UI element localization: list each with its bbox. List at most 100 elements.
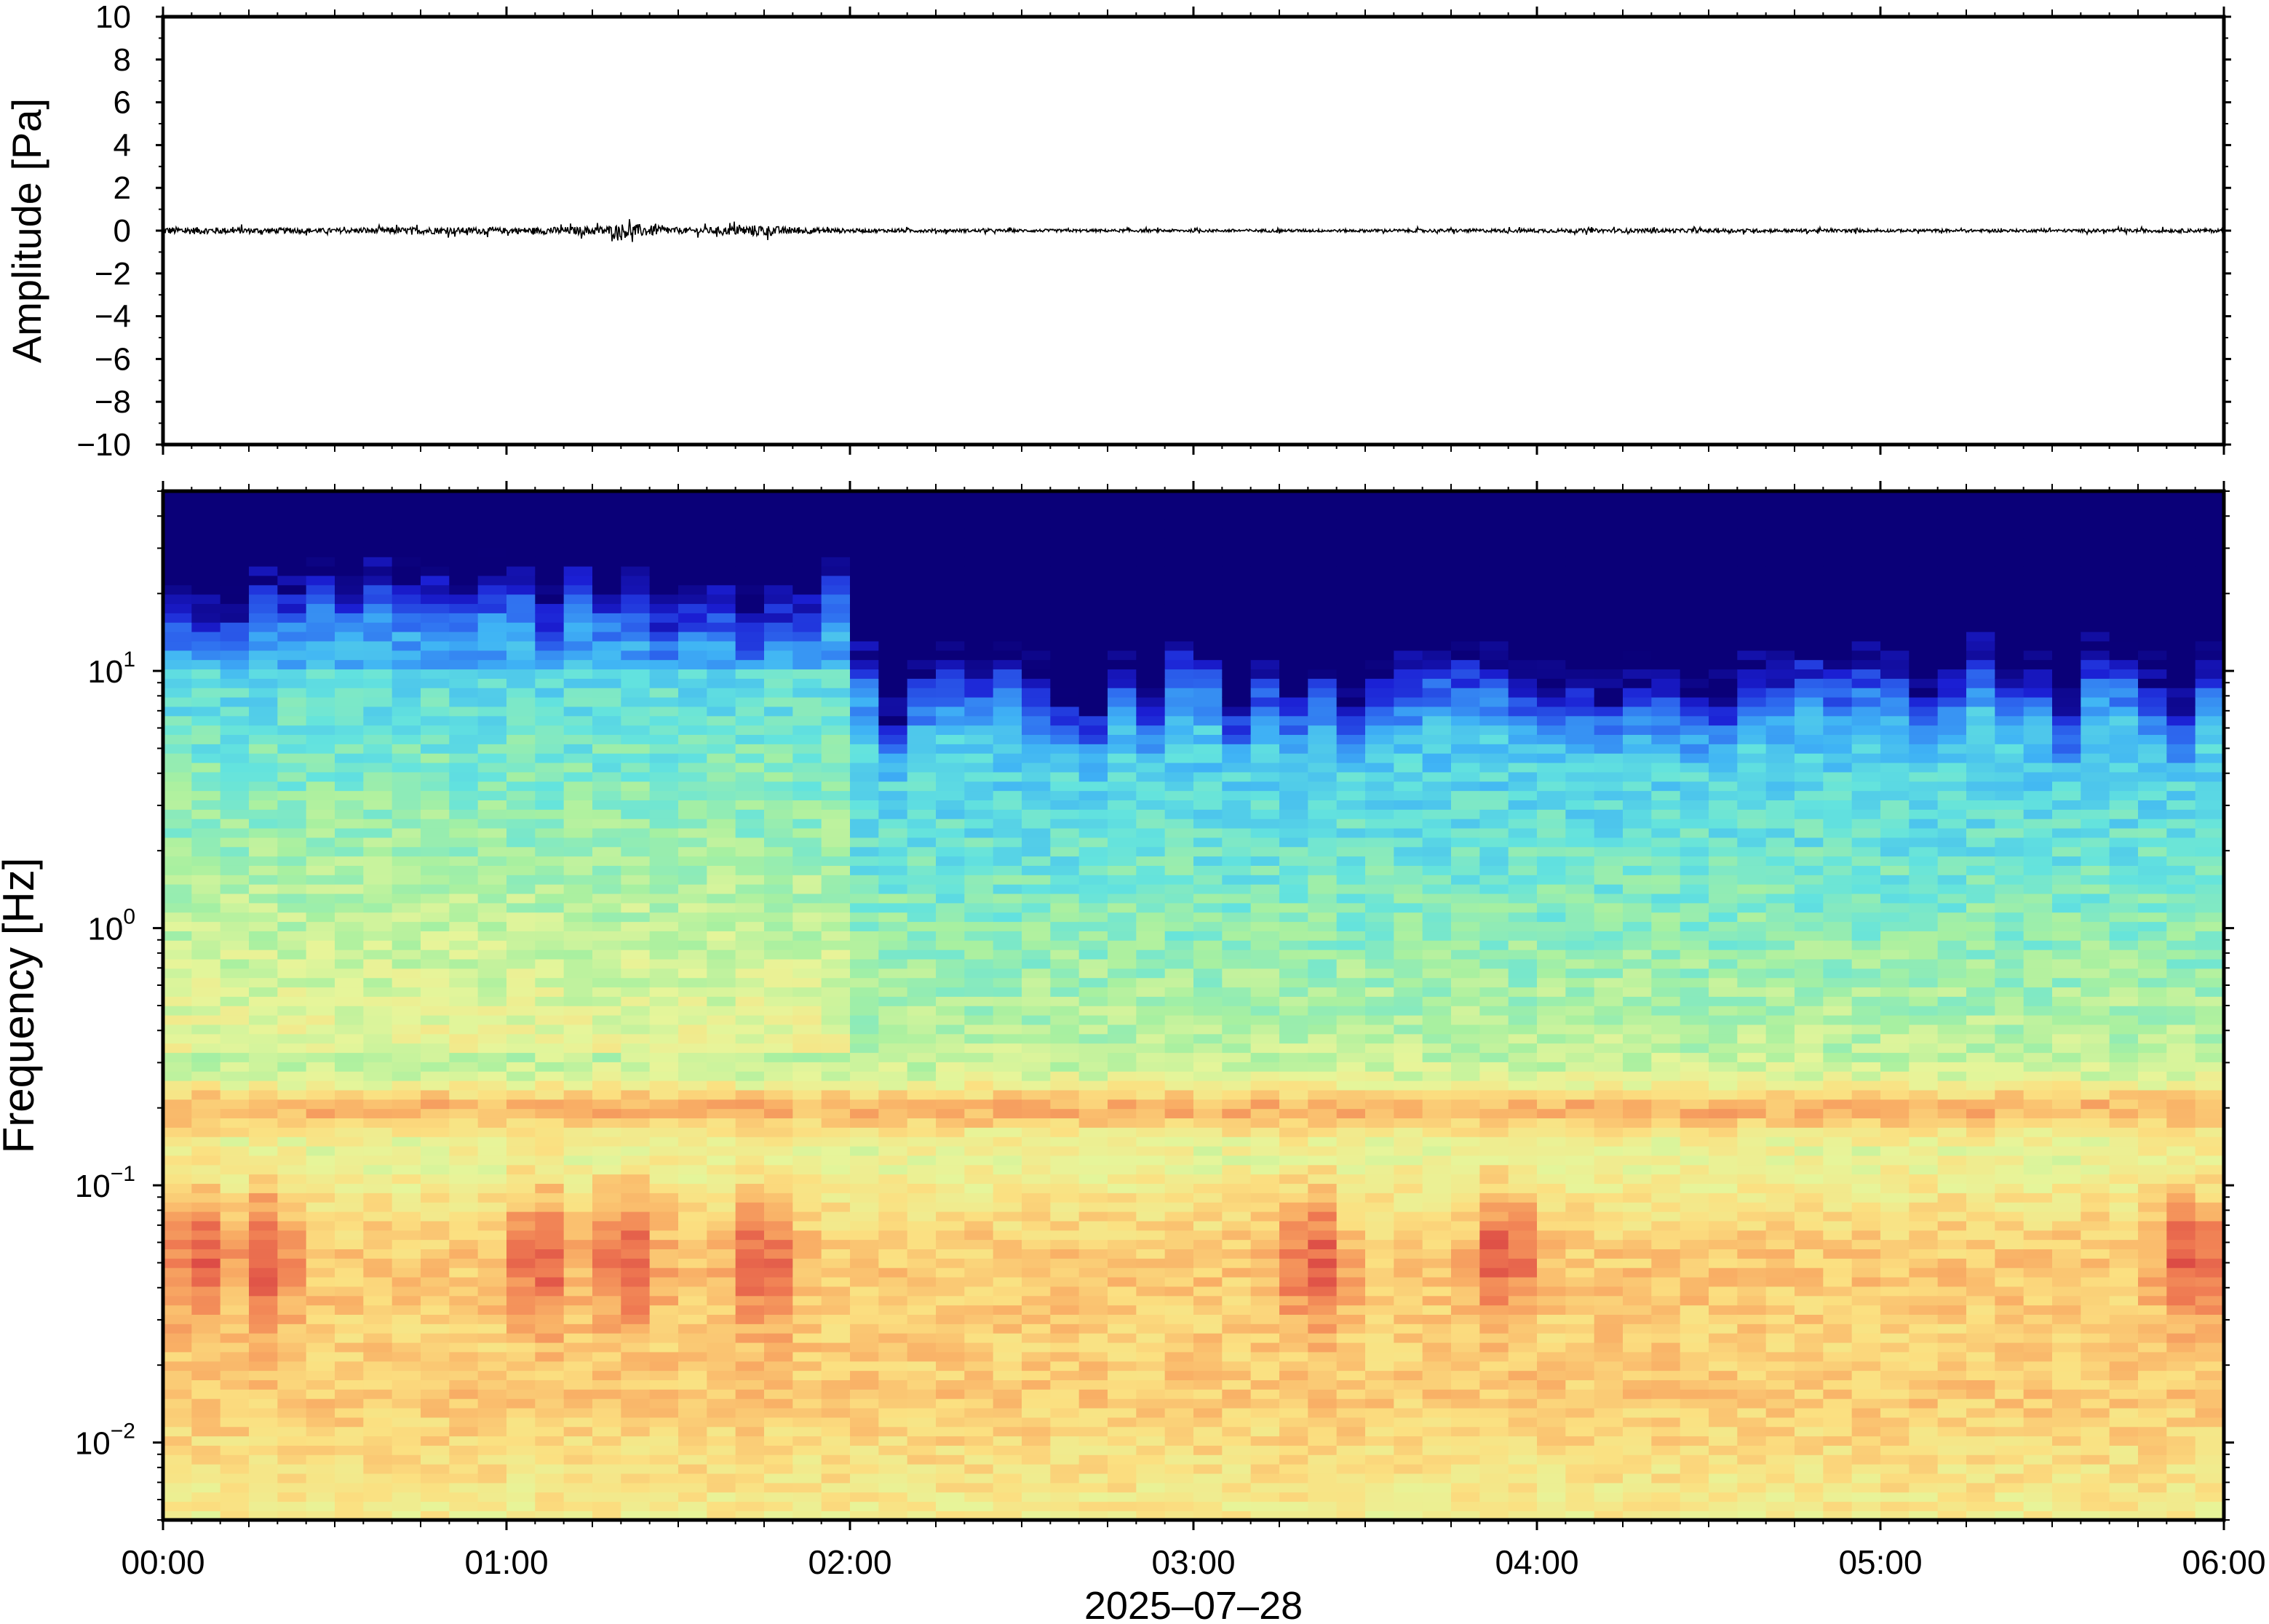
spectrogram-cell (1108, 931, 1137, 941)
spectrogram-cell (306, 659, 335, 670)
spectrogram-cell (649, 1286, 679, 1297)
spectrogram-cell (1250, 715, 1280, 726)
spectrogram-cell (707, 921, 736, 931)
spectrogram-cell (535, 827, 565, 838)
spectrogram-cell (878, 621, 908, 632)
spectrogram-cell (1136, 865, 1166, 875)
spectrogram-cell (563, 491, 593, 501)
spectrogram-cell (1365, 1258, 1395, 1268)
spectrogram-cell (1078, 1136, 1108, 1147)
spectrogram-cell (1394, 1463, 1423, 1474)
spectrogram-cell (1136, 1426, 1166, 1437)
spectrogram-cell (592, 491, 622, 501)
spectrogram-cell (878, 771, 908, 782)
spectrogram-cell (878, 1220, 908, 1231)
spectrogram-cell (878, 575, 908, 586)
spectrogram-cell (821, 1276, 851, 1287)
spectrogram-cell (764, 1174, 794, 1185)
spectrogram-cell (649, 1380, 679, 1390)
spectrogram-cell (1308, 940, 1338, 950)
spectrogram-cell (535, 977, 565, 988)
spectrogram-cell (421, 1454, 450, 1465)
spectrogram-cell (277, 1445, 307, 1455)
spectrogram-cell (1279, 556, 1309, 567)
spectrogram-cell (1250, 1006, 1280, 1016)
spectrogram-cell (621, 958, 651, 969)
spectrogram-cell (964, 1145, 994, 1156)
spectrogram-cell (1164, 883, 1194, 894)
spectrogram-cell (249, 1249, 279, 1259)
spectrogram-cell (678, 538, 708, 548)
spectrogram-cell (363, 687, 393, 698)
spectrogram-cell (678, 790, 708, 800)
spectrogram-cell (1336, 1463, 1366, 1474)
spectrogram-cell (850, 1164, 880, 1175)
spectrogram-cell (1222, 575, 1252, 586)
spectrogram-cell (563, 1211, 593, 1222)
spectrogram-cell (936, 752, 966, 763)
spectrogram-cell (1279, 669, 1309, 679)
spectrogram-cell (878, 594, 908, 605)
spectrogram-cell (1308, 856, 1338, 866)
spectrogram-cell (792, 1407, 822, 1418)
spectrogram-cell (363, 1389, 393, 1399)
spectrogram-cell (1136, 1482, 1166, 1493)
spectrogram-cell (335, 809, 365, 819)
spectrogram-cell (1193, 1062, 1223, 1072)
spectrogram-cell (821, 509, 851, 520)
spectrogram-cell (993, 528, 1022, 539)
spectrogram-cell (191, 977, 221, 988)
spectrogram-cell (563, 1201, 593, 1212)
spectrogram-cell (220, 491, 250, 501)
spectrogram-cell (249, 1201, 279, 1212)
spectrogram-cell (707, 1089, 736, 1100)
spectrogram-cell (1336, 538, 1366, 548)
spectrogram-cell (678, 827, 708, 838)
spectrogram-cell (477, 856, 507, 866)
spectrogram-cell (191, 1314, 221, 1324)
spectrogram-cell (392, 1062, 421, 1072)
spectrogram-cell (506, 687, 536, 698)
spectrogram-cell (764, 818, 794, 829)
spectrogram-cell (1222, 977, 1252, 988)
spectrogram-cell (1193, 752, 1223, 763)
spectrogram-cell (421, 1305, 450, 1315)
spectrogram-cell (191, 1089, 221, 1100)
spectrogram-cell (1022, 987, 1052, 997)
spectrogram-cell (1108, 706, 1137, 717)
spectrogram-cell (392, 865, 421, 875)
spectrogram-cell (1222, 1482, 1252, 1493)
spectrogram-cell (277, 1510, 307, 1520)
spectrogram-cell (792, 752, 822, 763)
spectrogram-cell (506, 1454, 536, 1465)
spectrogram-cell (506, 1080, 536, 1091)
spectrogram-cell (850, 1501, 880, 1511)
spectrogram-cell (506, 1426, 536, 1437)
spectrogram-cell (163, 1183, 193, 1193)
spectrogram-cell (1365, 631, 1395, 642)
spectrogram-cell (678, 1211, 708, 1222)
spectrogram-cell (249, 949, 279, 960)
spectrogram-cell (277, 594, 307, 605)
spectrogram-cell (735, 1006, 765, 1016)
spectrogram-cell (993, 1380, 1022, 1390)
spectrogram-cell (249, 594, 279, 605)
spectrogram-cell (392, 1286, 421, 1297)
spectrogram-cell (1222, 1407, 1252, 1418)
spectrogram-cell (993, 921, 1022, 931)
spectrogram-cell (306, 1305, 335, 1315)
spectrogram-cell (477, 1230, 507, 1241)
spectrogram-cell (993, 613, 1022, 623)
spectrogram-cell (707, 940, 736, 950)
spectrogram-cell (649, 968, 679, 979)
spectrogram-cell (1164, 977, 1194, 988)
spectrogram-cell (1108, 1070, 1137, 1081)
spectrogram-cell (1050, 1482, 1080, 1493)
spectrogram-cell (621, 603, 651, 613)
spectrogram-cell (850, 1398, 880, 1409)
spectrogram-cell (907, 509, 937, 520)
spectrogram-cell (735, 621, 765, 632)
spectrogram-cell (907, 1099, 937, 1110)
spectrogram-cell (907, 538, 937, 548)
spectrogram-cell (277, 565, 307, 576)
